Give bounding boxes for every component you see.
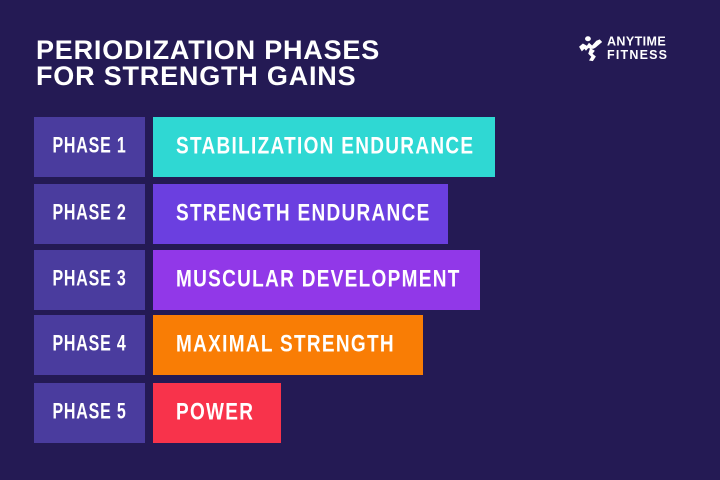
svg-text:ANYTIME: ANYTIME bbox=[607, 35, 666, 49]
svg-text:FITNESS: FITNESS bbox=[607, 48, 668, 62]
